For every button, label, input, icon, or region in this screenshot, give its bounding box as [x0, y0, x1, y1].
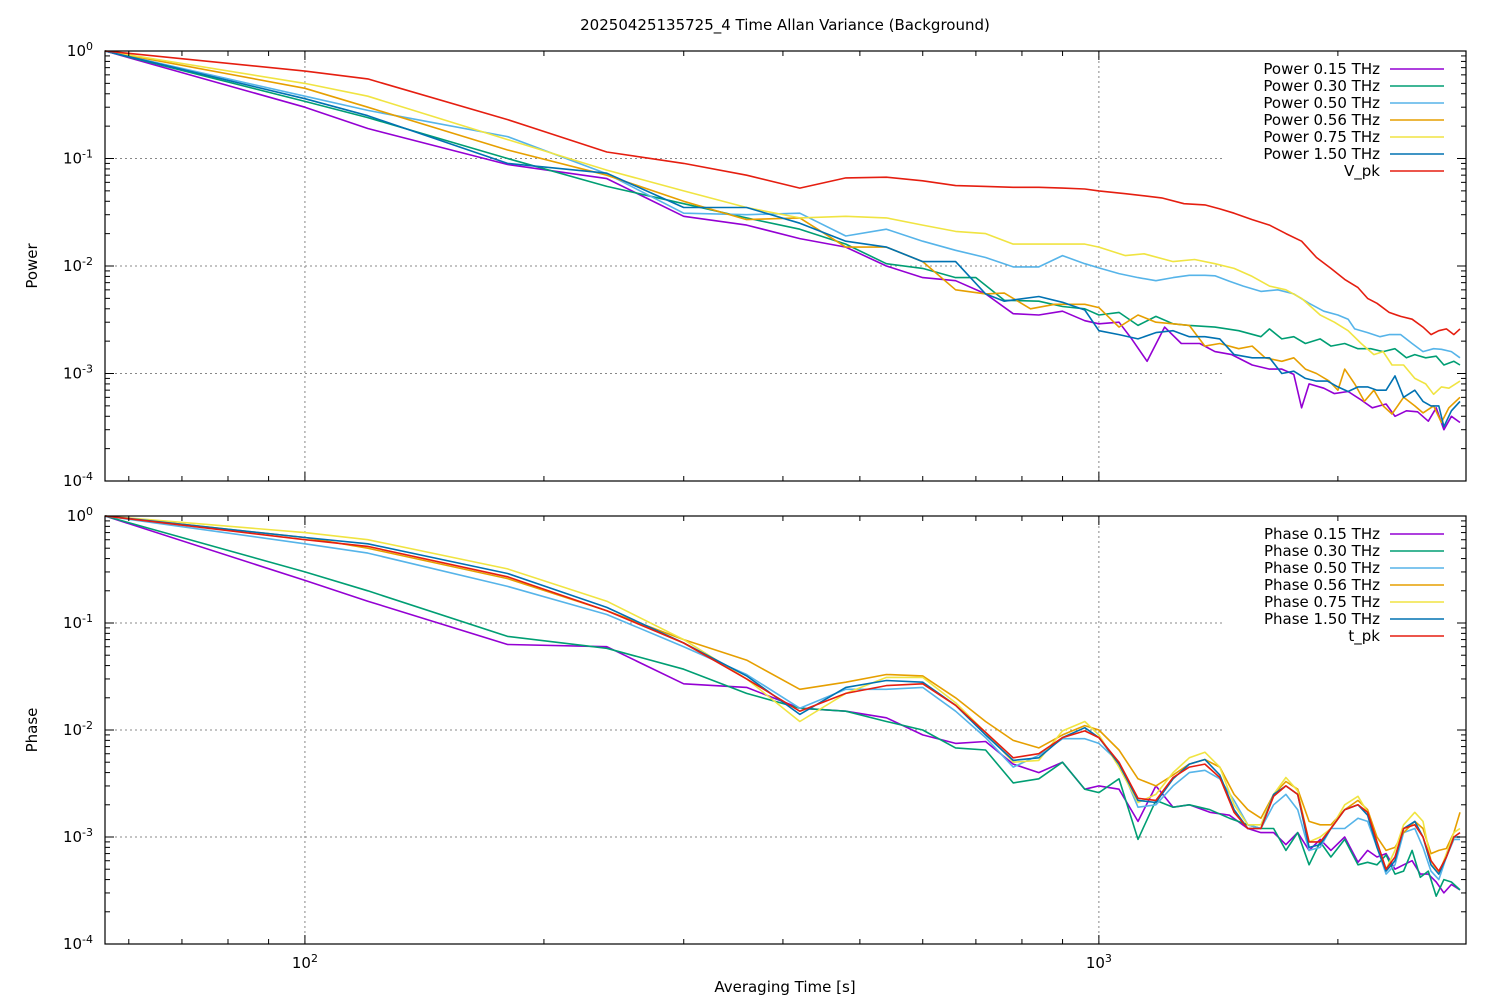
chart-title: 20250425135725_4 Time Allan Variance (Ba… — [580, 16, 990, 35]
phase-panel: 100 10-1 10-2 10-3 10-4 102 103 Phase 0.15 THz… — [23, 505, 1467, 972]
x-axis-label: Averaging Time [s] — [714, 978, 855, 996]
phase-legend-label: Phase 0.30 THz — [1264, 542, 1380, 560]
series-power-1-50-thz — [104, 50, 1461, 428]
series-power-0-50-thz — [104, 50, 1461, 359]
phase-legend-label: t_pk — [1348, 627, 1380, 646]
power-y-tick-label: 10-2 — [63, 255, 93, 275]
power-legend-label: Power 0.75 THz — [1263, 128, 1380, 146]
power-legend-label: Power 1.50 THz — [1263, 145, 1380, 163]
x-tick-label: 103 — [1086, 952, 1112, 972]
phase-legend-label: Phase 0.15 THz — [1264, 525, 1380, 543]
phase-y-tick-label: 10-3 — [63, 826, 93, 846]
power-legend-label: Power 0.56 THz — [1263, 111, 1380, 129]
series-power-0-75-thz — [104, 50, 1461, 396]
phase-y-tick-label: 10-1 — [63, 612, 93, 632]
power-legend-label: V_pk — [1344, 162, 1380, 181]
series-power-0-30-thz — [104, 50, 1461, 366]
series-power-0-15-thz — [104, 50, 1461, 431]
power-legend-label: Power 0.30 THz — [1263, 77, 1380, 95]
power-y-tick-label: 100 — [67, 40, 93, 60]
phase-y-axis-label: Phase — [23, 708, 41, 753]
power-legend-label: Power 0.50 THz — [1263, 94, 1380, 112]
phase-y-tick-label: 10-4 — [63, 933, 93, 953]
power-y-tick-label: 10-1 — [63, 148, 93, 168]
phase-legend-label: Phase 1.50 THz — [1264, 610, 1380, 628]
series-t-pk — [104, 515, 1461, 872]
series-phase-0-56-thz — [104, 515, 1461, 855]
power-y-tick-label: 10-3 — [63, 363, 93, 383]
series-phase-0-75-thz — [104, 515, 1461, 875]
power-legend-label: Power 0.15 THz — [1263, 60, 1380, 78]
phase-legend-label: Phase 0.50 THz — [1264, 559, 1380, 577]
power-y-tick-label: 10-4 — [63, 470, 93, 490]
phase-legend-label: Phase 0.56 THz — [1264, 576, 1380, 594]
phase-legend-label: Phase 0.75 THz — [1264, 593, 1380, 611]
phase-y-tick-label: 100 — [67, 505, 93, 525]
series-power-0-56-thz — [104, 50, 1461, 424]
power-y-axis-label: Power — [23, 242, 41, 288]
x-tick-label: 102 — [292, 952, 318, 972]
series-phase-1-50-thz — [104, 515, 1460, 875]
series-phase-0-30-thz — [104, 515, 1461, 898]
phase-y-tick-label: 10-2 — [63, 719, 93, 739]
series-v-pk — [104, 50, 1461, 336]
